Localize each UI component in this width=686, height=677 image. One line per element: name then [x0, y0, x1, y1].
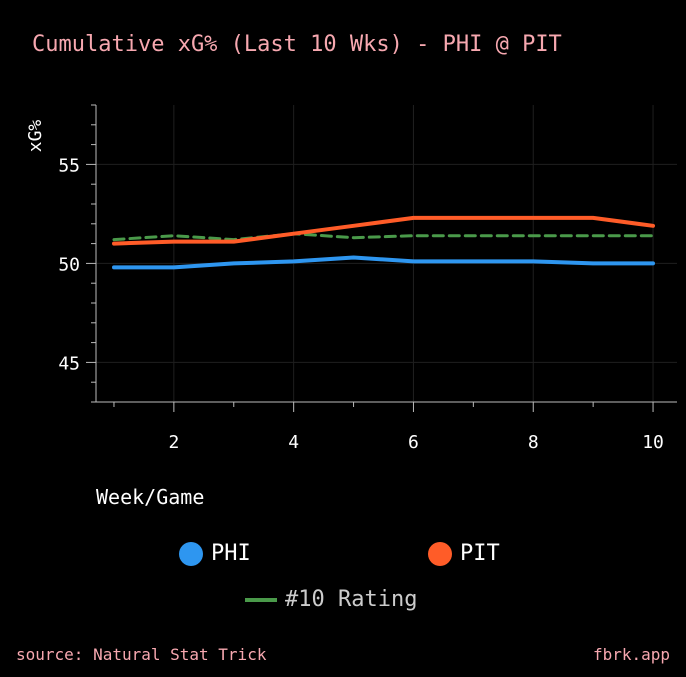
- phi-legend-marker: [179, 541, 203, 566]
- x-tick-label: 10: [642, 432, 664, 453]
- legend-item-pit[interactable]: PIT: [428, 541, 500, 566]
- x-tick-label: 4: [288, 432, 299, 453]
- y-tick-label: 55: [58, 155, 80, 176]
- phi-legend-label: PHI: [211, 541, 251, 566]
- legend-item-rating[interactable]: #10 Rating: [245, 587, 417, 612]
- x-tick-label: 6: [408, 432, 419, 453]
- brand-link[interactable]: fbrk.app: [592, 645, 670, 664]
- x-axis-label: Week/Game: [96, 485, 205, 509]
- rating-legend-marker: [245, 597, 277, 602]
- series-line--10-rating: [112, 232, 655, 242]
- source-note: source: Natural Stat Trick: [16, 645, 267, 664]
- pit-legend-marker: [428, 541, 452, 566]
- x-tick-label: 2: [168, 432, 179, 453]
- chart-title: Cumulative xG% (Last 10 Wks) - PHI @ PIT: [32, 32, 562, 57]
- y-tick-label: 50: [58, 254, 80, 275]
- series-line-phi: [112, 255, 655, 270]
- x-tick-label: 8: [528, 432, 539, 453]
- pit-legend-label: PIT: [460, 541, 500, 566]
- series-line-pit: [112, 215, 655, 246]
- y-axis-label: xG%: [25, 120, 46, 153]
- y-tick-label: 45: [58, 353, 80, 374]
- legend-item-phi[interactable]: PHI: [179, 541, 251, 566]
- rating-legend-label: #10 Rating: [285, 587, 418, 612]
